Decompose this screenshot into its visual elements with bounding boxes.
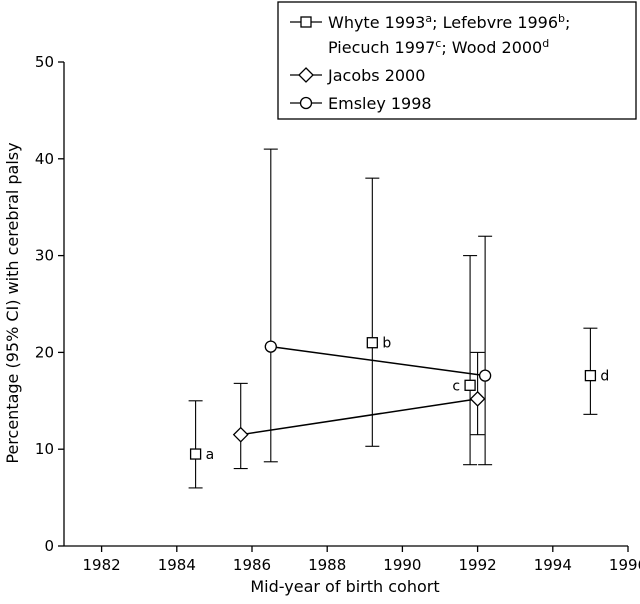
legend-marker-square [300,16,312,28]
series-circle [263,148,493,466]
x-tick-label: 1990 [383,556,421,574]
series-square: a b c d [188,177,609,489]
y-tick-label: 50 [35,53,54,71]
y-tick-label: 0 [44,537,54,555]
legend-label: Piecuch 1997c; Wood 2000d [328,37,549,58]
legend-label: Jacobs 2000 [327,66,425,85]
legend-box [277,1,637,120]
y-tick-label: 40 [35,150,54,168]
x-tick-label: 1988 [308,556,346,574]
x-tick-label: 1994 [534,556,572,574]
y-axis-label: Percentage (95% CI) with cerebral palsy [3,142,22,463]
point-label: a [206,447,215,463]
point-square-2 [464,379,476,391]
point-label: c [452,378,460,394]
point-diamond-0 [232,426,249,443]
y-tick-label: 20 [35,343,54,361]
point-label: d [600,369,609,385]
y-tick-label: 10 [35,440,54,458]
chart-marks: a b c d [188,148,609,489]
point-circle-1 [478,369,492,382]
series-line-circle [270,345,486,377]
y-tick-label: 30 [35,247,54,265]
legend: Whyte 1993a; Lefebvre 1996b; Piecuch 1997… [277,1,637,120]
x-axis-label: Mid-year of birth cohort [250,577,439,596]
x-tick-label: 1984 [158,556,196,574]
point-square-1 [366,337,378,349]
x-tick-label: 1996 [609,556,640,574]
legend-label: Whyte 1993a; Lefebvre 1996b; [328,12,570,33]
point-square-3 [584,369,597,382]
point-circle-0 [264,340,277,353]
x-tick-label: 1982 [83,556,121,574]
legend-label: Emsley 1998 [328,94,432,113]
axes: 0 10 20 30 40 50 1982 1984 1986 1988 1990 1992 1994 1… [35,53,640,574]
legend-marker-diamond [298,67,314,83]
point-label: b [382,336,391,352]
series-diamond [232,351,486,470]
point-diamond-1 [469,390,486,407]
x-tick-label: 1992 [459,556,497,574]
series-line-diamond [240,398,478,436]
point-square-0 [189,448,202,460]
legend-marker-circle [299,96,313,110]
x-tick-label: 1986 [233,556,271,574]
